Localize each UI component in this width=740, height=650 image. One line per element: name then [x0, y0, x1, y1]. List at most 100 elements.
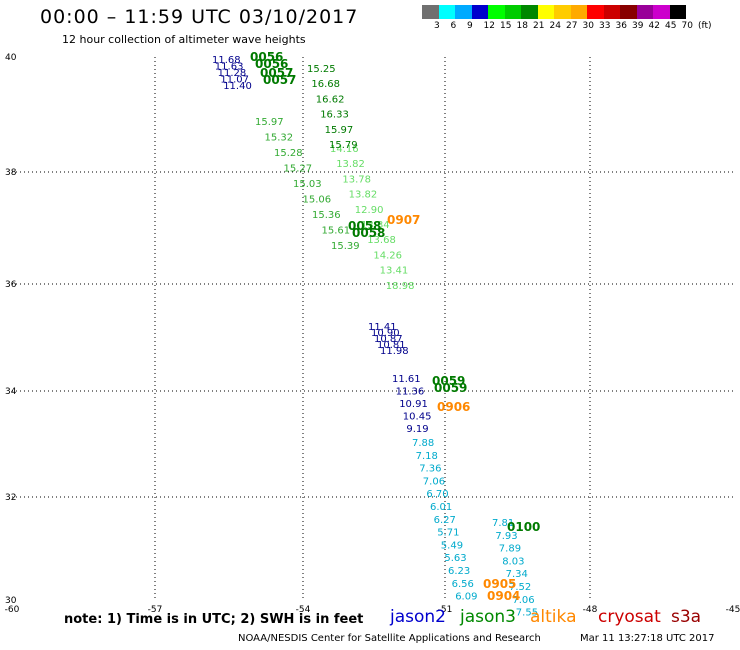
wave-height-label: 6.27 [434, 515, 456, 526]
wave-height-label: 11.41 [368, 322, 397, 333]
wave-height-label: 15.06 [303, 195, 332, 206]
time-label: 0057 [263, 73, 296, 87]
wave-height-label: 7.93 [495, 531, 517, 542]
wave-height-label: 7.34 [506, 569, 528, 580]
legend-label: 15 [500, 21, 512, 31]
wave-height-label: 15.32 [265, 133, 294, 144]
wave-height-label: 11.40 [223, 81, 252, 92]
legend-labels: 3 6 9 12 15 18 21 24 27 30 33 36 39 42 45 70 (ft) [422, 21, 740, 35]
legend-label: 12 [483, 21, 495, 31]
wave-height-label: 7.52 [509, 582, 531, 593]
color-scale-legend: 3 6 9 12 15 18 21 24 27 30 33 36 39 42 45 70 (ft) [422, 5, 712, 31]
legend-swatch [455, 5, 472, 19]
time-label: 0907 [387, 213, 420, 227]
wave-height-label: 7.18 [416, 451, 438, 462]
wave-height-label: 6.09 [455, 592, 477, 603]
lon-tick-label: -54 [296, 605, 311, 615]
credit-text: NOAA/NESDIS Center for Satellite Applica… [238, 633, 541, 644]
legend-swatch [636, 5, 653, 19]
wave-height-label: 6.70 [426, 489, 448, 500]
legend-swatch [438, 5, 455, 19]
legend-swatch [603, 5, 620, 19]
wave-height-label: 10.91 [399, 399, 428, 410]
wave-height-label: 7.06 [423, 476, 445, 487]
time-label: 0100 [507, 520, 540, 534]
legend-s3a: s3a [671, 607, 702, 627]
wave-height-label: 15.39 [331, 241, 360, 252]
time-label: 0059 [434, 381, 467, 395]
legend-label: 9 [467, 21, 473, 31]
legend-swatches [422, 5, 686, 19]
time-label: 0904 [487, 589, 520, 603]
wave-height-label: 9.19 [406, 424, 428, 435]
time-label: 0905 [483, 577, 516, 591]
legend-swatch [653, 5, 670, 19]
wave-height-label: 18.98 [386, 281, 415, 292]
lon-tick-label: -51 [438, 605, 453, 615]
wave-height-label: 7.88 [412, 438, 434, 449]
wave-height-label: 6.56 [452, 579, 474, 590]
lon-tick-label: -57 [148, 605, 163, 615]
wave-height-label: 6.23 [448, 566, 470, 577]
legend-swatch [537, 5, 554, 19]
legend-label: 33 [599, 21, 611, 31]
wave-height-label: 13.41 [380, 266, 409, 277]
legend-swatch [488, 5, 505, 19]
map-grid [12, 57, 733, 600]
axis-labels: -60 -57 -54 -51 -48 -45 30 32 34 36 38 40 [5, 53, 740, 615]
wave-height-label: 15.28 [274, 148, 303, 159]
wave-height-label: 15.25 [307, 64, 336, 75]
legend-label: 36 [615, 21, 627, 31]
wave-height-label: 15.61 [322, 226, 351, 237]
wave-height-label: 11.28 [218, 68, 247, 79]
page-title: 00:00 – 11:59 UTC 03/10/2017 [40, 6, 359, 28]
legend-label: 18 [516, 21, 528, 31]
wave-height-label: 13.82 [349, 190, 378, 201]
legend-swatch [570, 5, 587, 19]
lat-tick-label: 32 [5, 493, 16, 503]
time-label: 0058 [348, 219, 381, 233]
wave-height-label: 13.68 [367, 235, 396, 246]
legend-label: 39 [632, 21, 644, 31]
wave-height-label: 16.62 [316, 94, 345, 105]
wave-height-label: 16.68 [311, 79, 340, 90]
wave-height-label: 5.63 [444, 553, 466, 564]
wave-height-label: 15.03 [293, 179, 322, 190]
track-labels: 14.16 13.82 13.78 13.82 12.90 13.84 13.68 14.26… [212, 55, 538, 619]
legend-label: 45 [665, 21, 677, 31]
wave-height-label: 7.36 [419, 464, 441, 475]
wave-height-label: 8.03 [502, 556, 524, 567]
legend-label: 3 [434, 21, 440, 31]
wave-height-label: 14.16 [330, 144, 359, 155]
wave-height-label: 15.97 [325, 125, 354, 136]
time-label: 0059 [432, 374, 465, 388]
legend-jason3: jason3 [460, 607, 516, 627]
lat-tick-label: 38 [5, 168, 17, 178]
legend-label: (ft) [698, 21, 712, 31]
wave-height-label: 11.61 [392, 374, 421, 385]
wave-height-label: 14.26 [373, 250, 402, 261]
legend-label: 70 [681, 21, 693, 31]
legend-label: 42 [648, 21, 660, 31]
lat-tick-label: 34 [5, 387, 17, 397]
legend-swatch [521, 5, 538, 19]
legend-swatch [669, 5, 686, 19]
time-label: 0057 [260, 66, 293, 80]
lat-tick-label: 40 [5, 53, 17, 63]
legend-swatch [422, 5, 439, 19]
lon-tick-label: -48 [583, 605, 598, 615]
wave-height-label: 7.55 [516, 608, 538, 619]
wave-height-label: 13.82 [336, 159, 365, 170]
legend-label: 6 [450, 21, 457, 31]
legend-swatch [471, 5, 488, 19]
wave-height-label: 11.36 [396, 387, 425, 398]
time-labels: 0056005600570057005800580907005900590906… [250, 50, 540, 603]
wave-height-label: 10.81 [377, 340, 406, 351]
legend-swatch [554, 5, 571, 19]
lon-tick-label: -45 [726, 605, 740, 615]
legend-swatch [587, 5, 604, 19]
wave-height-label: 10.90 [371, 328, 400, 339]
wave-height-label: 15.97 [255, 117, 284, 128]
lat-tick-label: 30 [5, 596, 17, 606]
